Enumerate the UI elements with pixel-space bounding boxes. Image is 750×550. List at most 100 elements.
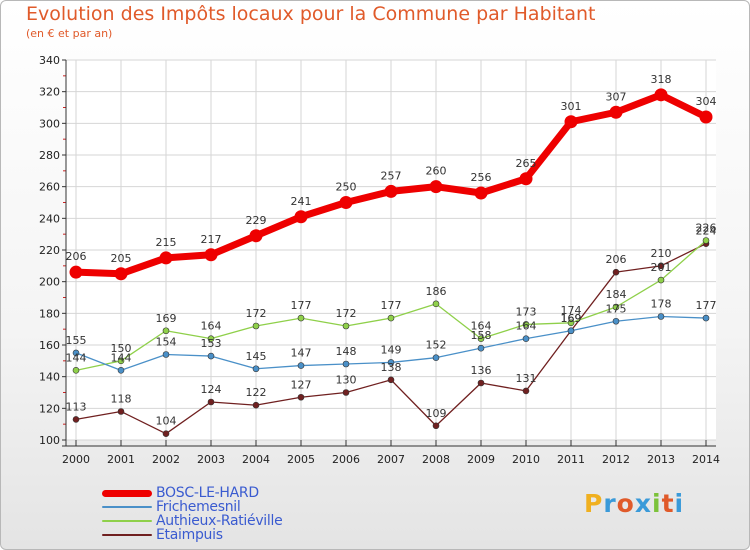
x-tick-label: 2006 bbox=[332, 453, 360, 466]
data-point bbox=[654, 88, 668, 102]
data-label: 177 bbox=[381, 299, 402, 312]
data-label: 177 bbox=[696, 299, 717, 312]
data-label: 147 bbox=[291, 347, 312, 360]
data-label: 164 bbox=[471, 320, 492, 333]
data-label: 206 bbox=[606, 253, 627, 266]
data-label: 104 bbox=[156, 415, 177, 428]
data-point bbox=[657, 276, 665, 284]
data-label: 257 bbox=[381, 169, 402, 182]
data-label: 118 bbox=[111, 393, 132, 406]
data-label: 256 bbox=[471, 171, 492, 184]
data-point bbox=[387, 376, 395, 384]
data-point bbox=[564, 115, 578, 129]
data-label: 210 bbox=[651, 247, 672, 260]
logo-letter: P bbox=[584, 489, 604, 518]
legend-swatch bbox=[102, 534, 152, 536]
data-label: 169 bbox=[156, 312, 177, 325]
logo-letter: r bbox=[603, 489, 617, 518]
data-label: 130 bbox=[336, 374, 357, 387]
data-point bbox=[252, 322, 260, 330]
data-point bbox=[384, 184, 398, 198]
x-tick-label: 2008 bbox=[422, 453, 450, 466]
data-label: 131 bbox=[516, 372, 537, 385]
data-point bbox=[474, 186, 488, 200]
data-point bbox=[159, 251, 173, 265]
data-point bbox=[117, 408, 125, 415]
legend-swatch bbox=[102, 506, 152, 508]
data-label: 138 bbox=[381, 361, 402, 374]
x-tick-label: 2001 bbox=[107, 453, 135, 466]
data-point bbox=[432, 300, 440, 308]
data-point bbox=[249, 229, 263, 243]
data-point bbox=[567, 319, 575, 327]
data-label: 224 bbox=[696, 225, 717, 238]
data-label: 164 bbox=[201, 320, 222, 333]
data-point bbox=[612, 317, 620, 325]
data-point bbox=[429, 180, 443, 194]
data-point bbox=[477, 335, 485, 342]
data-point bbox=[162, 351, 170, 358]
data-label: 229 bbox=[246, 214, 267, 227]
data-point bbox=[162, 430, 170, 437]
y-tick-label: 200 bbox=[39, 276, 60, 289]
chart-title: Evolution des Impôts locaux pour la Comm… bbox=[26, 3, 596, 25]
data-label: 175 bbox=[606, 302, 627, 315]
data-point bbox=[117, 357, 125, 365]
x-tick-label: 2009 bbox=[467, 453, 495, 466]
data-label: 124 bbox=[201, 383, 222, 396]
proxiti-logo: Proxiti bbox=[584, 489, 684, 518]
data-point bbox=[342, 389, 350, 396]
data-label: 186 bbox=[426, 285, 447, 298]
y-tick-label: 120 bbox=[39, 402, 60, 415]
data-labels: 206 205 215 217 229 241 250 257 260 256 265 301 307 3… bbox=[66, 73, 717, 428]
legend-swatch bbox=[102, 520, 152, 522]
data-label: 172 bbox=[246, 307, 267, 320]
data-point bbox=[69, 265, 83, 279]
data-point bbox=[657, 313, 665, 320]
data-point bbox=[612, 303, 620, 311]
data-label: 113 bbox=[66, 400, 87, 413]
data-point bbox=[522, 335, 530, 342]
legend-label: Authieux-Ratiéville bbox=[156, 513, 283, 529]
data-point bbox=[207, 335, 215, 342]
data-point bbox=[297, 314, 305, 322]
data-label: 301 bbox=[561, 100, 582, 113]
legend-label: BOSC-LE-HARD bbox=[156, 485, 259, 501]
data-label: 215 bbox=[156, 236, 177, 249]
data-point bbox=[702, 237, 710, 244]
y-tick-label: 100 bbox=[39, 434, 60, 447]
x-tick-label: 2012 bbox=[602, 453, 630, 466]
data-label: 250 bbox=[336, 181, 357, 194]
series bbox=[69, 88, 713, 437]
data-label: 153 bbox=[201, 337, 222, 350]
legend-label: Frichemesnil bbox=[156, 499, 241, 515]
data-label: 177 bbox=[291, 299, 312, 312]
logo-letter: i bbox=[652, 489, 662, 518]
data-point bbox=[432, 422, 440, 430]
data-label: 145 bbox=[246, 350, 267, 363]
data-point bbox=[477, 379, 485, 387]
data-label: 149 bbox=[381, 343, 402, 356]
logo-letter: t bbox=[661, 489, 675, 518]
logo-letter: x bbox=[634, 489, 652, 518]
logo-letter: o bbox=[616, 489, 635, 518]
y-tick-label: 340 bbox=[39, 54, 60, 67]
data-point bbox=[297, 362, 305, 369]
data-point bbox=[72, 416, 80, 423]
data-label: 307 bbox=[606, 90, 627, 103]
y-tick-label: 320 bbox=[39, 86, 60, 99]
data-label: 169 bbox=[561, 312, 582, 325]
data-label: 174 bbox=[561, 304, 582, 317]
data-label: 158 bbox=[471, 329, 492, 342]
y-tick-label: 300 bbox=[39, 117, 60, 130]
data-label: 206 bbox=[66, 250, 87, 263]
x-tick-label: 2010 bbox=[512, 453, 540, 466]
x-tick-label: 2002 bbox=[152, 453, 180, 466]
data-point bbox=[207, 398, 215, 406]
y-tick-label: 260 bbox=[39, 181, 60, 194]
data-point bbox=[519, 172, 533, 186]
data-label: 164 bbox=[516, 320, 537, 333]
data-point bbox=[342, 322, 350, 330]
y-tick-label: 180 bbox=[39, 307, 60, 320]
legend-label: Etaimpuis bbox=[156, 527, 223, 543]
